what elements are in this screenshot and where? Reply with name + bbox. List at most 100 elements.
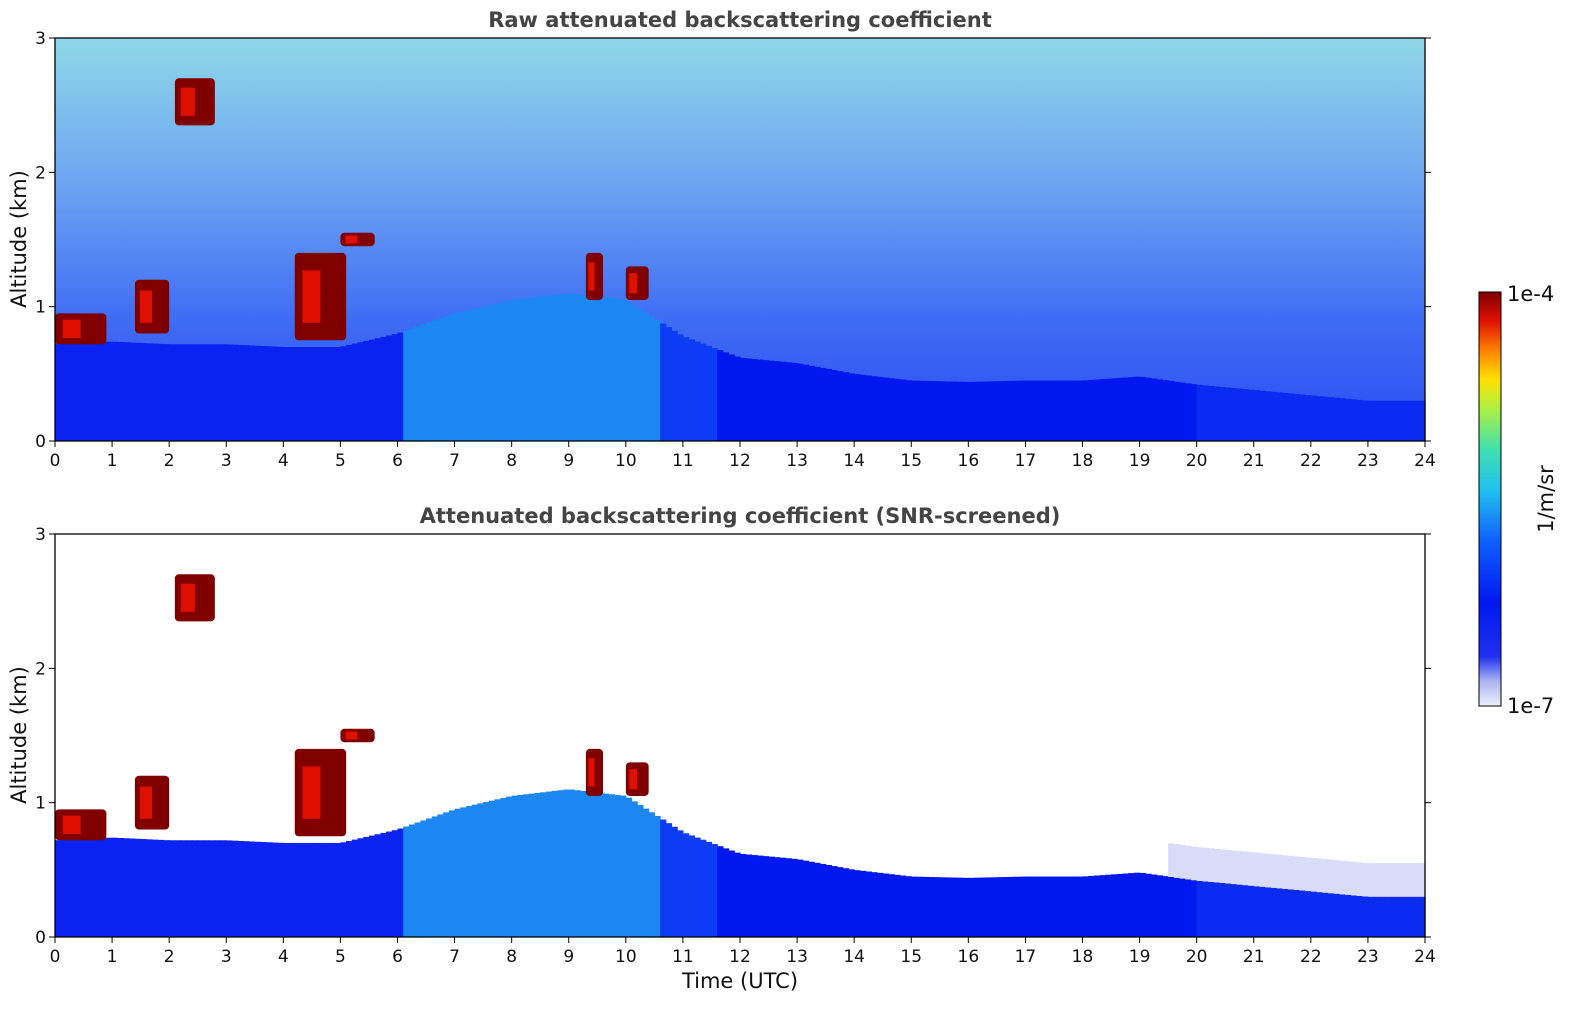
- boundary-layer-column: [1407, 896, 1415, 937]
- boundary-layer-column: [1122, 873, 1129, 937]
- low-snr-haze-column: [1333, 860, 1340, 894]
- boundary-layer-column: [66, 343, 73, 441]
- boundary-layer-column: [1190, 880, 1198, 937]
- boundary-layer-column: [1385, 896, 1392, 937]
- boundary-layer-column: [271, 842, 279, 937]
- boundary-layer-column: [740, 357, 747, 441]
- boundary-layer-column: [500, 797, 507, 937]
- boundary-layer-column: [488, 800, 496, 937]
- x-tick-label: 0: [50, 947, 61, 967]
- boundary-layer-column: [306, 346, 313, 441]
- boundary-layer-column: [1225, 387, 1232, 441]
- boundary-layer-column: [614, 794, 621, 937]
- boundary-layer-column: [842, 372, 850, 441]
- low-snr-haze-column: [1173, 844, 1181, 878]
- boundary-layer-column: [1002, 877, 1009, 937]
- low-snr-haze-column: [1322, 859, 1329, 893]
- x-tick-label: 24: [1414, 451, 1436, 471]
- low-snr-haze-column: [1345, 861, 1352, 895]
- boundary-layer-column: [1185, 879, 1192, 937]
- boundary-layer-column: [517, 794, 524, 937]
- boundary-layer-column: [682, 833, 690, 937]
- colorbar: 1e-4 1e-7 1/m/sr: [1478, 282, 1558, 718]
- boundary-layer-column: [1310, 395, 1318, 441]
- boundary-layer-column: [694, 837, 701, 937]
- boundary-layer-column: [169, 344, 176, 441]
- boundary-layer-column: [357, 838, 364, 937]
- boundary-layer-column: [1402, 400, 1409, 441]
- boundary-layer-column: [237, 344, 244, 441]
- boundary-layer-column: [905, 876, 912, 937]
- boundary-layer-column: [1156, 875, 1164, 937]
- boundary-layer-column: [654, 815, 661, 937]
- boundary-layer-column: [1402, 896, 1409, 937]
- boundary-layer-column: [540, 792, 547, 937]
- boundary-layer-column: [854, 870, 861, 937]
- boundary-layer-column: [300, 346, 307, 441]
- boundary-layer-column: [220, 344, 227, 441]
- boundary-layer-column: [785, 362, 792, 441]
- boundary-layer-column: [197, 344, 205, 441]
- low-snr-haze-column: [1419, 863, 1426, 897]
- boundary-layer-column: [614, 298, 621, 441]
- boundary-layer-column: [197, 840, 205, 937]
- boundary-layer-column: [545, 791, 553, 937]
- boundary-layer-column: [757, 855, 764, 937]
- x-tick-label: 3: [221, 451, 232, 471]
- boundary-layer-column: [734, 852, 741, 937]
- x-tick-label: 15: [900, 947, 922, 967]
- boundary-layer-column: [1379, 400, 1386, 441]
- boundary-layer-column: [1185, 383, 1192, 441]
- boundary-layer-column: [648, 316, 655, 441]
- boundary-layer-column: [277, 842, 284, 937]
- boundary-layer-column: [1362, 896, 1369, 937]
- boundary-layer-column: [466, 806, 473, 937]
- low-snr-haze-column: [1310, 858, 1318, 892]
- boundary-layer-column: [443, 812, 450, 937]
- boundary-layer-column: [791, 858, 798, 937]
- boundary-layer-column: [1099, 875, 1106, 937]
- boundary-layer-column: [260, 842, 267, 937]
- boundary-layer-column: [631, 305, 638, 441]
- boundary-layer-column: [854, 374, 861, 441]
- boundary-layer-column: [494, 303, 501, 441]
- boundary-layer-column: [700, 839, 707, 937]
- boundary-layer-column: [408, 824, 416, 937]
- boundary-layer-column: [249, 841, 256, 937]
- boundary-layer-column: [528, 297, 536, 441]
- cloud-patch-core: [588, 758, 595, 787]
- boundary-layer-column: [848, 373, 855, 441]
- x-tick-label: 20: [1186, 451, 1208, 471]
- boundary-layer-column: [129, 342, 136, 441]
- boundary-layer-column: [882, 873, 890, 937]
- boundary-layer-column: [751, 359, 758, 441]
- boundary-layer-column: [1396, 400, 1403, 441]
- boundary-layer-column: [808, 365, 815, 441]
- boundary-layer-column: [1053, 876, 1061, 937]
- x-tick-label: 14: [843, 451, 865, 471]
- boundary-layer-column: [231, 840, 239, 937]
- boundary-layer-column: [945, 877, 952, 937]
- boundary-layer-column: [1419, 896, 1426, 937]
- boundary-layer-column: [66, 839, 73, 937]
- x-tick-label: 3: [221, 947, 232, 967]
- x-tick-label: 21: [1243, 451, 1265, 471]
- cloud-patch-core: [302, 766, 321, 819]
- cloud-patch-core: [345, 731, 358, 740]
- boundary-layer-column: [1162, 876, 1169, 937]
- x-tick-label: 7: [449, 451, 460, 471]
- boundary-layer-column: [1036, 876, 1044, 937]
- boundary-layer-column: [722, 352, 730, 441]
- boundary-layer-column: [968, 877, 975, 937]
- boundary-layer-column: [1168, 876, 1175, 937]
- boundary-layer-column: [340, 346, 347, 441]
- boundary-layer-column: [911, 876, 918, 937]
- x-tick-label: 16: [958, 451, 980, 471]
- boundary-layer-column: [414, 326, 421, 441]
- boundary-layer-column: [888, 874, 895, 937]
- boundary-layer-column: [1350, 895, 1358, 937]
- boundary-layer-column: [1093, 875, 1101, 937]
- boundary-layer-column: [511, 795, 518, 937]
- boundary-layer-column: [711, 844, 718, 937]
- boundary-layer-column: [323, 842, 330, 937]
